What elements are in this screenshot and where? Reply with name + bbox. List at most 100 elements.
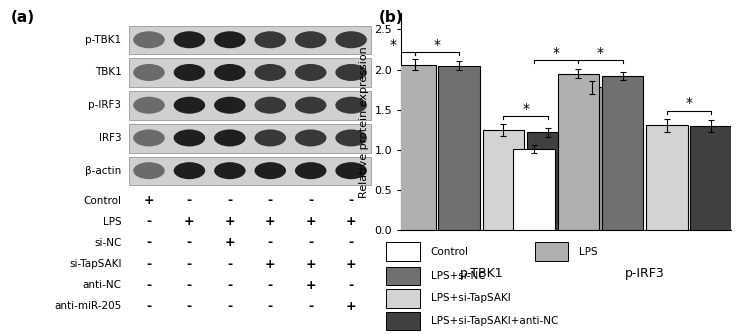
- Y-axis label: Relative protein expression: Relative protein expression: [359, 46, 369, 198]
- Text: -: -: [146, 215, 152, 228]
- Text: *: *: [433, 37, 441, 51]
- Text: +: +: [224, 215, 236, 228]
- Bar: [386, 312, 419, 330]
- Bar: [129, 26, 371, 54]
- Text: *: *: [597, 46, 604, 59]
- Bar: [535, 242, 568, 261]
- Text: IRF3: IRF3: [99, 133, 122, 143]
- Text: p-IRF3: p-IRF3: [88, 100, 122, 110]
- Ellipse shape: [134, 97, 165, 114]
- Text: -: -: [268, 300, 273, 313]
- Ellipse shape: [254, 64, 286, 81]
- Ellipse shape: [134, 162, 165, 179]
- Text: +: +: [346, 300, 356, 313]
- Ellipse shape: [214, 130, 245, 146]
- Text: -: -: [349, 194, 354, 207]
- Bar: [571, 87, 613, 230]
- Text: -: -: [308, 236, 314, 249]
- Text: p-TBK1: p-TBK1: [460, 267, 503, 280]
- Ellipse shape: [214, 97, 245, 114]
- Bar: [129, 58, 371, 87]
- Text: +: +: [144, 194, 154, 207]
- Ellipse shape: [295, 31, 326, 48]
- Bar: [350, 148, 392, 230]
- Text: -: -: [308, 300, 314, 313]
- Bar: [386, 242, 419, 261]
- Ellipse shape: [295, 97, 326, 114]
- Text: -: -: [227, 194, 232, 207]
- Text: +: +: [265, 258, 275, 271]
- Text: -: -: [187, 236, 192, 249]
- Text: -: -: [146, 236, 152, 249]
- Text: +: +: [184, 215, 195, 228]
- Text: *: *: [686, 96, 692, 110]
- Text: -: -: [268, 236, 273, 249]
- Ellipse shape: [335, 64, 367, 81]
- Text: anti-NC: anti-NC: [82, 280, 122, 290]
- Text: -: -: [187, 194, 192, 207]
- Text: Control: Control: [83, 196, 122, 206]
- Text: -: -: [268, 194, 273, 207]
- Ellipse shape: [134, 31, 165, 48]
- Ellipse shape: [335, 130, 367, 146]
- Ellipse shape: [335, 162, 367, 179]
- Text: -: -: [146, 300, 152, 313]
- Ellipse shape: [254, 130, 286, 146]
- Text: +: +: [305, 258, 316, 271]
- Text: -: -: [349, 236, 354, 249]
- Bar: [386, 267, 419, 285]
- Bar: [129, 124, 371, 153]
- Ellipse shape: [254, 162, 286, 179]
- Text: -: -: [268, 279, 273, 292]
- Ellipse shape: [174, 64, 206, 81]
- Text: (b): (b): [379, 10, 404, 25]
- Ellipse shape: [134, 130, 165, 146]
- Text: -: -: [187, 258, 192, 271]
- Text: +: +: [346, 258, 356, 271]
- Text: (a): (a): [11, 10, 35, 25]
- Bar: [646, 125, 688, 230]
- Bar: [483, 130, 524, 230]
- Text: LPS: LPS: [103, 217, 122, 227]
- Bar: [386, 289, 419, 308]
- Bar: [439, 65, 480, 230]
- Bar: [602, 76, 644, 230]
- Bar: [734, 88, 750, 230]
- Bar: [394, 65, 436, 230]
- Ellipse shape: [295, 130, 326, 146]
- Ellipse shape: [174, 31, 206, 48]
- Text: si-TapSAKI: si-TapSAKI: [69, 259, 122, 269]
- Bar: [514, 149, 555, 230]
- Text: -: -: [146, 279, 152, 292]
- Ellipse shape: [174, 130, 206, 146]
- Ellipse shape: [295, 162, 326, 179]
- Text: *: *: [522, 102, 529, 116]
- Text: -: -: [227, 300, 232, 313]
- Bar: [557, 74, 599, 230]
- Ellipse shape: [335, 97, 367, 114]
- Text: LPS+si-TapSAKI: LPS+si-TapSAKI: [430, 294, 511, 304]
- Text: -: -: [227, 279, 232, 292]
- Text: +: +: [224, 236, 236, 249]
- Text: -: -: [349, 279, 354, 292]
- Bar: [690, 126, 732, 230]
- Text: +: +: [305, 279, 316, 292]
- Ellipse shape: [295, 64, 326, 81]
- Bar: [129, 157, 371, 185]
- Bar: [526, 132, 568, 230]
- Text: LPS: LPS: [579, 247, 598, 257]
- Text: -: -: [187, 279, 192, 292]
- Text: *: *: [553, 46, 560, 59]
- Ellipse shape: [254, 97, 286, 114]
- Text: +: +: [265, 215, 275, 228]
- Text: LPS+si-NC: LPS+si-NC: [430, 271, 485, 281]
- Ellipse shape: [335, 31, 367, 48]
- Text: p-IRF3: p-IRF3: [625, 267, 664, 280]
- Bar: [129, 91, 371, 120]
- Text: TBK1: TBK1: [94, 67, 122, 77]
- Text: β-actin: β-actin: [86, 166, 122, 176]
- Ellipse shape: [134, 64, 165, 81]
- Text: -: -: [146, 258, 152, 271]
- Text: si-NC: si-NC: [94, 238, 122, 248]
- Ellipse shape: [214, 31, 245, 48]
